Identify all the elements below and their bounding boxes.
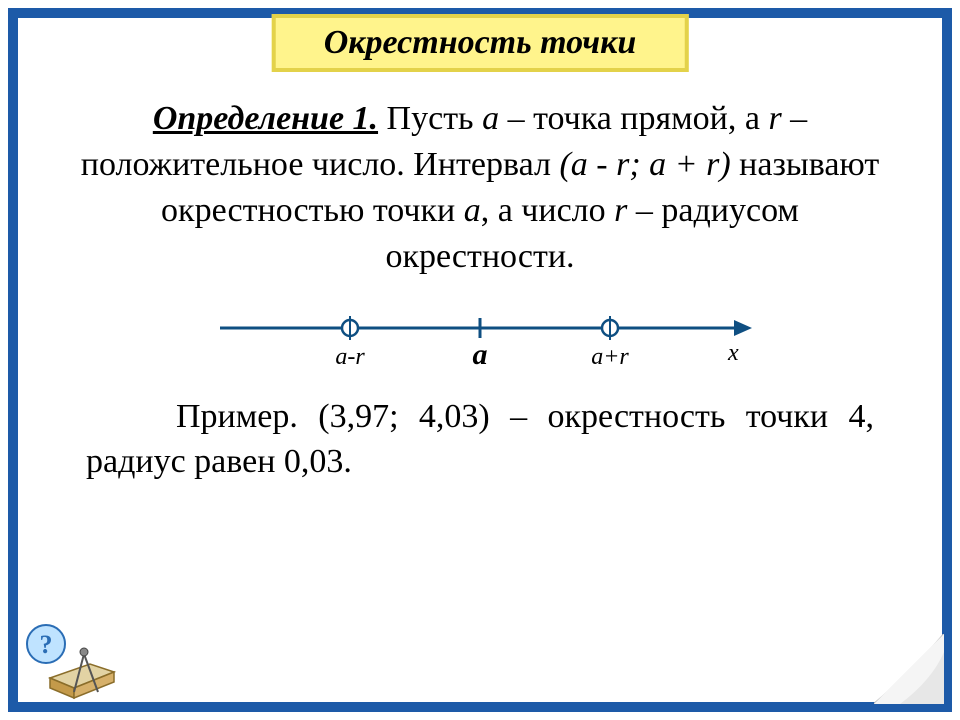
svg-text:a: a [473, 338, 488, 371]
slide-title: Окрестность точки [272, 14, 689, 72]
svg-text:a-r: a-r [335, 344, 365, 370]
def-seg5: , а число [481, 192, 614, 229]
example-text: Пример. (3,97; 4,03) – окрестность точки… [78, 394, 882, 486]
definition-text: Определение 1. Пусть a – точка прямой, а… [78, 96, 882, 280]
def-seg1: Пусть [378, 100, 482, 137]
example-label: Пример. [176, 398, 298, 435]
def-interval: (a - r; a + r) [559, 146, 730, 183]
decorative-books-icon: ? [22, 606, 122, 706]
def-var-a1: a [482, 100, 499, 137]
def-var-r2: r [614, 192, 627, 229]
def-seg2: – точка прямой, а [499, 100, 768, 137]
number-line-svg: x a-r a a+r [200, 302, 760, 382]
page-curl-icon [874, 634, 944, 704]
def-var-r1: r [768, 100, 781, 137]
title-text: Окрестность точки [324, 24, 637, 61]
slide-frame: Окрестность точки Определение 1. Пусть a… [8, 8, 952, 712]
svg-text:a+r: a+r [591, 344, 629, 370]
def-var-a2: a [464, 192, 481, 229]
svg-text:x: x [727, 340, 739, 366]
svg-text:?: ? [40, 630, 53, 659]
definition-label: Определение 1. [153, 100, 378, 137]
number-line-diagram: x a-r a a+r [200, 302, 760, 382]
content-area: Определение 1. Пусть a – точка прямой, а… [78, 96, 882, 485]
